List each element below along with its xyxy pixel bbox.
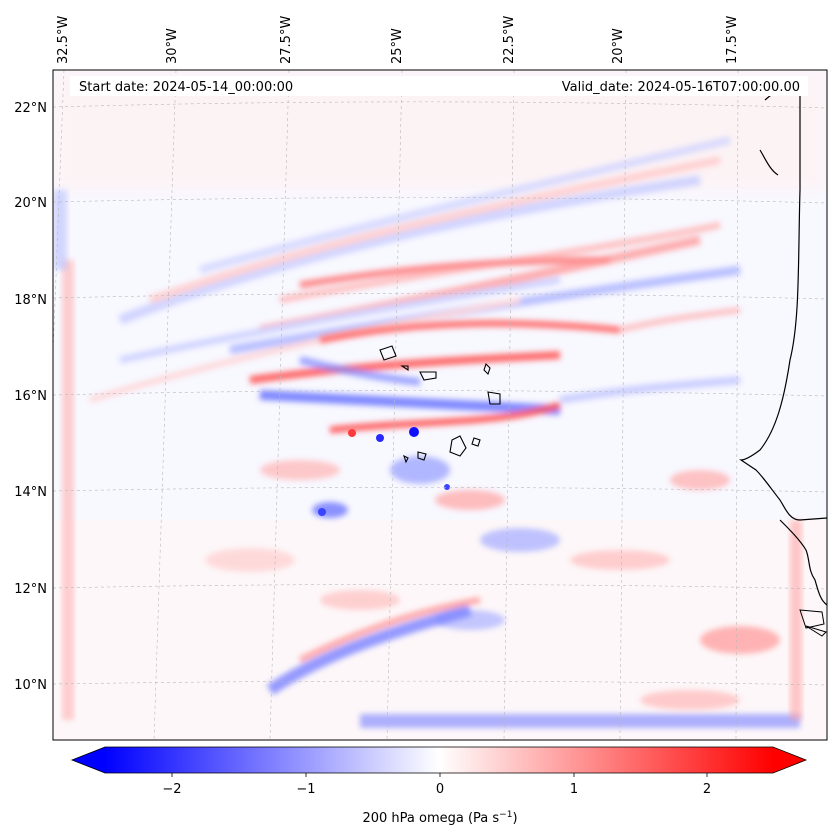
colorbar-tick-2: 2	[703, 782, 711, 797]
lon-label-20w: 20°W	[611, 28, 626, 64]
lat-label-20n: 20°N	[14, 196, 47, 211]
cape-verde-islands	[379, 345, 501, 464]
lat-label-10n: 10°N	[14, 678, 47, 693]
longitude-labels: 32.5°W 30°W 27.5°W 25°W 22.5°W 20°W 17.5…	[56, 16, 740, 64]
lat-label-22n: 22°N	[14, 101, 47, 116]
map-gridlines	[53, 70, 827, 740]
lon-label-17-5w: 17.5°W	[725, 16, 740, 64]
lon-label-22-5w: 22.5°W	[502, 16, 517, 64]
colorbar-label: 200 hPa omega (Pa s−1)	[362, 810, 517, 826]
colorbar-extend-negative	[72, 747, 105, 773]
colorbar-extend-positive	[773, 747, 806, 773]
lon-label-27-5w: 27.5°W	[279, 16, 294, 64]
map-panel	[52, 69, 828, 741]
colorbar-label-main: 200 hPa omega (Pa s	[362, 811, 499, 826]
colorbar: −2 −1 0 1 2 200 hPa omega (Pa s−1)	[70, 746, 808, 826]
date-header-box	[70, 76, 808, 96]
lat-label-14n: 14°N	[14, 485, 47, 500]
lon-label-30w: 30°W	[165, 28, 180, 64]
africa-coastline	[739, 85, 827, 521]
lat-label-12n: 12°N	[14, 582, 47, 597]
omega-field	[53, 70, 827, 740]
colorbar-tick-1: 1	[570, 782, 578, 797]
lat-label-16n: 16°N	[14, 389, 47, 404]
start-date-label: Start date: 2024-05-14_00:00:00	[79, 80, 293, 95]
colorbar-tick-neg2: −2	[162, 782, 181, 797]
colorbar-gradient	[105, 747, 773, 773]
colorbar-label-sup: −1	[499, 810, 512, 820]
latitude-labels: 22°N 20°N 18°N 16°N 14°N 12°N 10°N	[14, 101, 47, 693]
lon-label-25w: 25°W	[390, 28, 405, 64]
colorbar-tick-neg1: −1	[296, 782, 315, 797]
colorbar-label-end: )	[512, 811, 517, 826]
valid-date-label: Valid_date: 2024-05-16T07:00:00.00	[562, 80, 800, 95]
lat-label-18n: 18°N	[14, 293, 47, 308]
colorbar-tick-0: 0	[436, 782, 444, 797]
lon-label-32-5w: 32.5°W	[56, 16, 71, 64]
